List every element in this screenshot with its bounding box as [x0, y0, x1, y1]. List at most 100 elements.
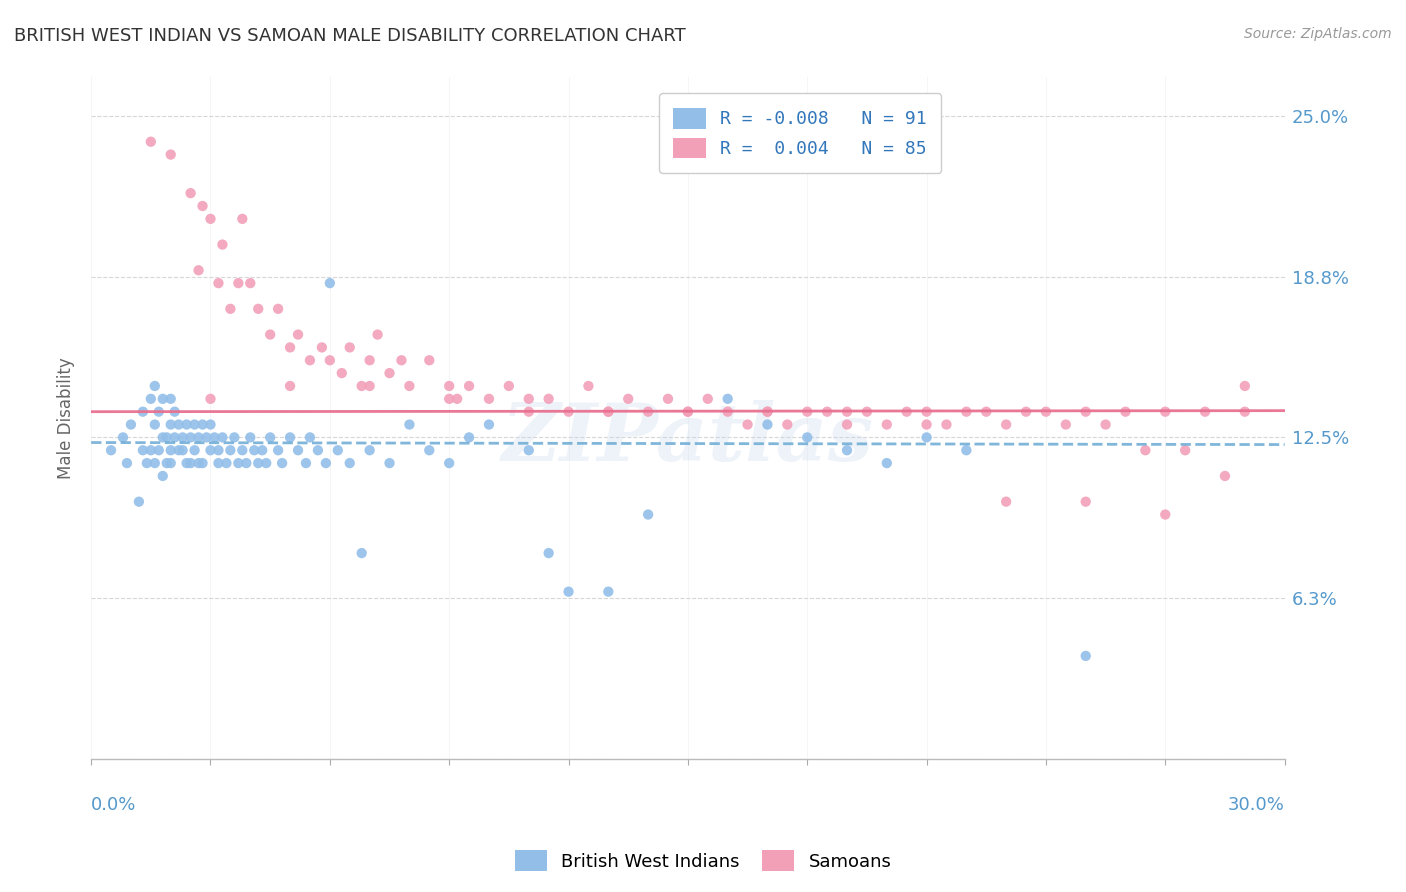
- Point: [974, 405, 997, 419]
- Point: [180, 456, 202, 470]
- Point: [143, 456, 166, 470]
- Point: [287, 443, 309, 458]
- Point: [876, 417, 898, 432]
- Point: [657, 392, 679, 406]
- Point: [224, 430, 246, 444]
- Point: [319, 276, 342, 290]
- Point: [776, 417, 799, 432]
- Point: [143, 379, 166, 393]
- Point: [180, 430, 202, 444]
- Point: [250, 443, 273, 458]
- Point: [350, 379, 373, 393]
- Point: [195, 430, 218, 444]
- Point: [955, 443, 977, 458]
- Point: [876, 456, 898, 470]
- Point: [128, 494, 150, 508]
- Point: [167, 443, 190, 458]
- Point: [163, 405, 186, 419]
- Point: [295, 456, 318, 470]
- Point: [135, 456, 157, 470]
- Point: [207, 456, 229, 470]
- Point: [1174, 443, 1197, 458]
- Point: [598, 405, 620, 419]
- Point: [207, 443, 229, 458]
- Point: [139, 135, 162, 149]
- Point: [637, 508, 659, 522]
- Point: [1154, 405, 1177, 419]
- Point: [191, 417, 214, 432]
- Point: [478, 417, 501, 432]
- Point: [498, 379, 520, 393]
- Point: [896, 405, 918, 419]
- Point: [557, 584, 579, 599]
- Point: [350, 546, 373, 560]
- Point: [235, 456, 257, 470]
- Text: Source: ZipAtlas.com: Source: ZipAtlas.com: [1244, 27, 1392, 41]
- Point: [1233, 379, 1256, 393]
- Point: [458, 430, 481, 444]
- Point: [148, 405, 170, 419]
- Point: [298, 430, 321, 444]
- Point: [156, 430, 179, 444]
- Point: [1154, 508, 1177, 522]
- Point: [152, 469, 174, 483]
- Point: [267, 443, 290, 458]
- Point: [278, 379, 301, 393]
- Point: [243, 443, 266, 458]
- Point: [139, 392, 162, 406]
- Point: [339, 456, 361, 470]
- Point: [152, 392, 174, 406]
- Point: [247, 301, 270, 316]
- Point: [418, 353, 440, 368]
- Point: [796, 405, 818, 419]
- Point: [1094, 417, 1116, 432]
- Point: [326, 443, 349, 458]
- Point: [756, 417, 779, 432]
- Point: [120, 417, 142, 432]
- Point: [796, 430, 818, 444]
- Point: [578, 379, 600, 393]
- Point: [458, 379, 481, 393]
- Point: [152, 430, 174, 444]
- Point: [478, 392, 501, 406]
- Point: [696, 392, 718, 406]
- Point: [187, 263, 209, 277]
- Point: [307, 443, 329, 458]
- Point: [835, 443, 858, 458]
- Point: [756, 405, 779, 419]
- Point: [378, 456, 401, 470]
- Point: [339, 340, 361, 354]
- Point: [139, 443, 162, 458]
- Point: [537, 546, 560, 560]
- Point: [228, 276, 250, 290]
- Point: [187, 456, 209, 470]
- Point: [200, 417, 222, 432]
- Point: [1035, 405, 1057, 419]
- Point: [172, 443, 194, 458]
- Point: [598, 584, 620, 599]
- Point: [617, 392, 640, 406]
- Point: [437, 392, 460, 406]
- Point: [156, 456, 179, 470]
- Point: [398, 379, 420, 393]
- Point: [167, 417, 190, 432]
- Point: [935, 417, 957, 432]
- Point: [995, 417, 1018, 432]
- Point: [367, 327, 389, 342]
- Point: [637, 405, 659, 419]
- Point: [115, 456, 138, 470]
- Point: [176, 417, 198, 432]
- Point: [418, 443, 440, 458]
- Point: [111, 430, 134, 444]
- Point: [398, 417, 420, 432]
- Point: [1015, 405, 1038, 419]
- Point: [1074, 405, 1097, 419]
- Point: [176, 456, 198, 470]
- Point: [1054, 417, 1077, 432]
- Point: [557, 405, 579, 419]
- Point: [148, 443, 170, 458]
- Point: [330, 366, 353, 380]
- Point: [437, 379, 460, 393]
- Point: [180, 186, 202, 201]
- Point: [259, 430, 281, 444]
